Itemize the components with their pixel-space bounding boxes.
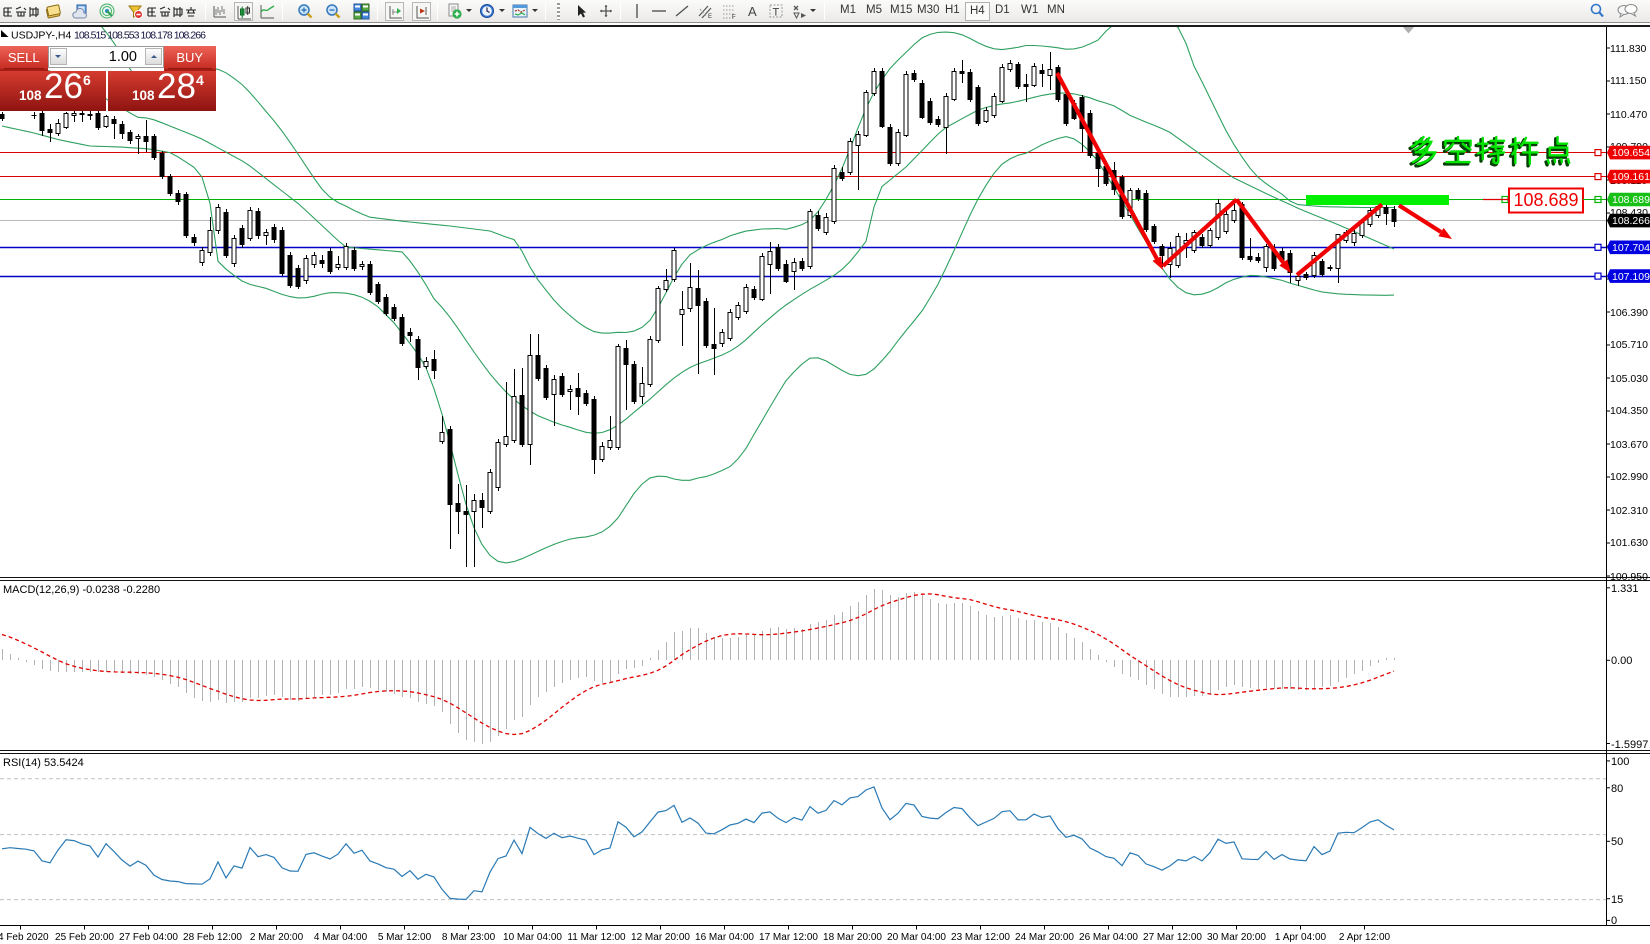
- svg-text:111.830: 111.830: [1610, 43, 1647, 55]
- svg-text:50: 50: [1611, 836, 1623, 848]
- svg-text:30 Mar 20:00: 30 Mar 20:00: [1207, 932, 1266, 943]
- svg-text:16 Mar 04:00: 16 Mar 04:00: [695, 932, 754, 943]
- svg-text:USDJPY-,H4: USDJPY-,H4: [11, 30, 71, 42]
- svg-text:111.150: 111.150: [1610, 75, 1647, 87]
- svg-text:109.654: 109.654: [1612, 147, 1650, 159]
- svg-text:108.515 108.553 108.178 108.26: 108.515 108.553 108.178 108.266: [74, 30, 206, 42]
- svg-text:103.670: 103.670: [1610, 439, 1648, 451]
- svg-text:108.266: 108.266: [1612, 215, 1650, 227]
- svg-text:27 Mar 12:00: 27 Mar 12:00: [1143, 932, 1202, 943]
- svg-text:10 Mar 04:00: 10 Mar 04:00: [503, 932, 562, 943]
- svg-text:RSI(14) 53.5424: RSI(14) 53.5424: [3, 757, 84, 769]
- svg-text:100.950: 100.950: [1610, 571, 1648, 583]
- svg-text:80: 80: [1611, 783, 1623, 795]
- svg-text:101.630: 101.630: [1610, 537, 1648, 549]
- svg-text:110.470: 110.470: [1610, 109, 1647, 121]
- svg-text:102.310: 102.310: [1610, 505, 1648, 517]
- svg-text:5 Mar 12:00: 5 Mar 12:00: [378, 932, 432, 943]
- svg-text:2 Apr 12:00: 2 Apr 12:00: [1339, 932, 1391, 943]
- svg-text:1.331: 1.331: [1611, 583, 1639, 595]
- svg-text:23 Mar 12:00: 23 Mar 12:00: [951, 932, 1010, 943]
- svg-text:1 Apr 04:00: 1 Apr 04:00: [1275, 932, 1327, 943]
- svg-text:105.030: 105.030: [1610, 373, 1648, 385]
- svg-text:T: T: [773, 7, 780, 19]
- svg-text:108.689: 108.689: [1612, 194, 1650, 206]
- svg-text:24 Feb 2020: 24 Feb 2020: [0, 932, 49, 943]
- svg-text:24 Mar 20:00: 24 Mar 20:00: [1015, 932, 1074, 943]
- svg-text:107.109: 107.109: [1612, 271, 1650, 283]
- svg-text:25 Feb 20:00: 25 Feb 20:00: [55, 932, 114, 943]
- svg-text:-1.5997: -1.5997: [1611, 739, 1648, 751]
- svg-text:18 Mar 20:00: 18 Mar 20:00: [823, 932, 882, 943]
- svg-text:107.704: 107.704: [1612, 242, 1650, 254]
- svg-text:15: 15: [1611, 894, 1623, 906]
- svg-text:108.689: 108.689: [1513, 190, 1578, 210]
- svg-text:0: 0: [1611, 915, 1617, 927]
- svg-text:109.161: 109.161: [1612, 171, 1650, 183]
- svg-text:27 Feb 04:00: 27 Feb 04:00: [119, 932, 178, 943]
- svg-text:106.390: 106.390: [1610, 307, 1648, 319]
- svg-text:105.710: 105.710: [1610, 339, 1648, 351]
- svg-text:26 Mar 04:00: 26 Mar 04:00: [1079, 932, 1138, 943]
- svg-text:11 Mar 12:00: 11 Mar 12:00: [567, 932, 626, 943]
- svg-text:17 Mar 12:00: 17 Mar 12:00: [759, 932, 818, 943]
- svg-text:4 Mar 04:00: 4 Mar 04:00: [314, 932, 368, 943]
- svg-text:100: 100: [1611, 756, 1629, 768]
- svg-text:12 Mar 20:00: 12 Mar 20:00: [631, 932, 690, 943]
- svg-text:MACD(12,26,9) -0.0238 -0.2280: MACD(12,26,9) -0.0238 -0.2280: [3, 584, 160, 596]
- svg-text:102.990: 102.990: [1610, 471, 1648, 483]
- svg-text:A: A: [748, 4, 757, 19]
- svg-text:8 Mar 23:00: 8 Mar 23:00: [442, 932, 496, 943]
- svg-text:E: E: [708, 14, 712, 20]
- svg-text:28 Feb 12:00: 28 Feb 12:00: [183, 932, 242, 943]
- svg-text:2 Mar 20:00: 2 Mar 20:00: [250, 932, 304, 943]
- svg-text:F: F: [732, 15, 736, 21]
- svg-text:0.00: 0.00: [1611, 655, 1632, 667]
- svg-text:20 Mar 04:00: 20 Mar 04:00: [887, 932, 946, 943]
- svg-text:104.350: 104.350: [1610, 405, 1648, 417]
